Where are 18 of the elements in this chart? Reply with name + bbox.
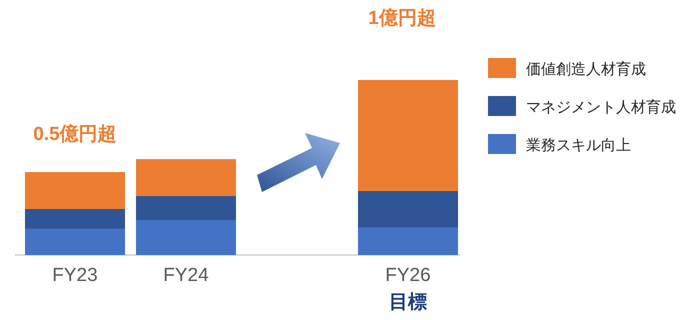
- text: 1億円超: [368, 7, 436, 29]
- bar: [358, 228, 458, 255]
- bar: [25, 172, 125, 209]
- legend-label: 価値創造人材育成: [526, 61, 646, 78]
- text: 目標: [389, 292, 427, 313]
- x-tick-label: FY23: [52, 265, 98, 286]
- annotation: 0.5億円超: [33, 123, 117, 145]
- x-tick-label: FY24: [163, 265, 210, 286]
- bar: [136, 220, 236, 255]
- legend-label: マネジメント人材育成: [526, 99, 676, 116]
- x-tick-label: FY26: [385, 265, 431, 286]
- bar: [358, 80, 458, 191]
- bar: [25, 208, 125, 229]
- bar: [25, 228, 125, 255]
- bar: [136, 196, 236, 220]
- bar: [136, 159, 236, 196]
- bar: [358, 190, 458, 228]
- legend-label: 業務スキル向上: [526, 137, 631, 154]
